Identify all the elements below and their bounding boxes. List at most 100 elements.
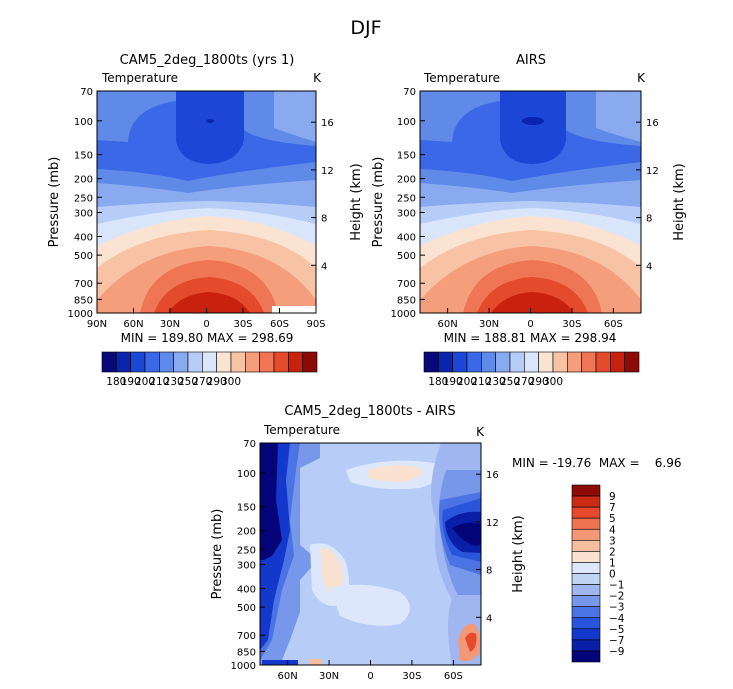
panel-units-label: K (313, 71, 322, 85)
colorbar-swatch (452, 351, 468, 373)
colorbar-swatch (524, 351, 539, 373)
colorbar-swatch (567, 351, 582, 373)
colorbar-swatch (245, 351, 260, 373)
height-tick-label: 16 (646, 118, 659, 129)
colorbar-label: 250 (500, 376, 520, 388)
colorbar-label: −5 (609, 624, 624, 636)
colorbar-swatch (438, 351, 453, 373)
colorbar-swatch (273, 351, 289, 373)
colorbar-label: 230 (164, 376, 184, 388)
colorbar-label: 3 (609, 535, 616, 547)
colorbar-swatch (571, 628, 601, 641)
colorbar-swatch (423, 351, 439, 373)
colorbar-swatch (571, 562, 601, 574)
colorbar-swatch (571, 551, 601, 563)
panel-model: CAM5_2deg_1800ts (yrs 1) Temperature K 7… (47, 53, 364, 388)
contour-field (260, 443, 481, 665)
colorbar-label: 290 (529, 376, 549, 388)
min-max-label: MIN = -19.76 MAX = 6.96 (512, 456, 682, 470)
y-axis-label: Pressure (mb) (47, 157, 62, 248)
colorbar-swatch (481, 351, 496, 373)
contour-fill (310, 659, 322, 665)
colorbar-label: 9 (609, 491, 616, 503)
colorbar-label: −7 (609, 635, 624, 647)
colorbar-label: −9 (609, 646, 624, 658)
y-tick-label: 300 (74, 208, 93, 219)
x-tick-label: 30S (402, 671, 421, 682)
y-tick-label: 250 (74, 193, 93, 204)
colorbar-swatch (101, 351, 117, 373)
panel-obs: AIRS Temperature K 70 100 150 200 250 300 400 5… (371, 53, 687, 388)
colorbar-swatch (466, 351, 482, 373)
colorbar-swatch (571, 506, 601, 519)
colorbar-label: 250 (178, 376, 198, 388)
x-tick-label: 0 (527, 319, 533, 330)
contour-fill (368, 465, 422, 482)
colorbar-label: 210 (471, 376, 491, 388)
axes: 70 100 150 200 250 300 400 500 700 850 1000 60N 30N 0… (391, 87, 659, 330)
colorbar-swatch (202, 351, 217, 373)
x-tick-label: 30S (233, 319, 252, 330)
colorbar-swatch (288, 351, 303, 373)
x-tick-label: 0 (367, 671, 373, 682)
contour-fill (260, 443, 282, 560)
y-tick-label: 400 (397, 233, 416, 244)
y-tick-label: 850 (74, 295, 93, 306)
colorbar-swatch (571, 495, 601, 508)
y-tick-label: 300 (237, 560, 256, 571)
height-tick-label: 4 (321, 261, 327, 272)
colorbar-label: 210 (149, 376, 169, 388)
colorbar-swatch (610, 351, 625, 373)
colorbar-label: 290 (207, 376, 227, 388)
y-tick-label: 100 (74, 117, 93, 128)
x-tick-label: 30N (319, 671, 339, 682)
panel-left-label: Temperature (423, 71, 500, 85)
height-tick-label: 4 (486, 613, 492, 624)
colorbar-swatch (571, 484, 601, 497)
contour-fill (522, 117, 544, 125)
colorbar-swatch (116, 351, 131, 373)
x-tick-label: 30N (160, 319, 180, 330)
height-tick-label: 12 (646, 166, 659, 177)
y-tick-label: 400 (237, 585, 256, 596)
y-tick-label: 700 (237, 631, 256, 642)
figure-title: DJF (350, 17, 381, 39)
y-tick-label: 250 (237, 545, 256, 556)
contour-fill (176, 91, 244, 164)
height-tick-label: 4 (646, 261, 652, 272)
colorbar-swatch (595, 351, 611, 373)
colorbar-swatch (571, 540, 601, 552)
colorbar-label: 270 (514, 376, 534, 388)
colorbar-swatch (173, 351, 189, 373)
colorbar-swatch (571, 595, 601, 607)
contour-fill (452, 522, 481, 546)
colorbar-label: 270 (192, 376, 212, 388)
x-tick-label: 60S (444, 671, 463, 682)
y-tick-label: 1000 (231, 661, 256, 672)
y-tick-label: 70 (243, 439, 256, 450)
y-tick-label: 150 (397, 151, 416, 162)
colorbar-label: 190 (443, 376, 463, 388)
y-tick-label: 300 (397, 208, 416, 219)
y-tick-label: 500 (74, 251, 93, 262)
colorbar-label: −4 (609, 613, 625, 625)
height-tick-label: 8 (646, 214, 652, 225)
colorbar-label: 2 (609, 546, 616, 558)
colorbar-label: 190 (121, 376, 141, 388)
colorbar-swatch (495, 351, 511, 373)
y-tick-label: 400 (74, 233, 93, 244)
colorbar-swatch (144, 351, 160, 373)
colorbar-swatch (538, 351, 554, 373)
y-tick-label: 700 (397, 279, 416, 290)
panel-units-label: K (637, 71, 646, 85)
y-tick-label: 70 (403, 87, 416, 98)
contour-fill (330, 584, 410, 626)
y-tick-label: 700 (74, 279, 93, 290)
colorbar-label: −1 (609, 580, 624, 592)
colorbar-swatch (552, 351, 568, 373)
colorbar-swatch (571, 528, 601, 541)
colorbar-swatch (571, 650, 601, 663)
